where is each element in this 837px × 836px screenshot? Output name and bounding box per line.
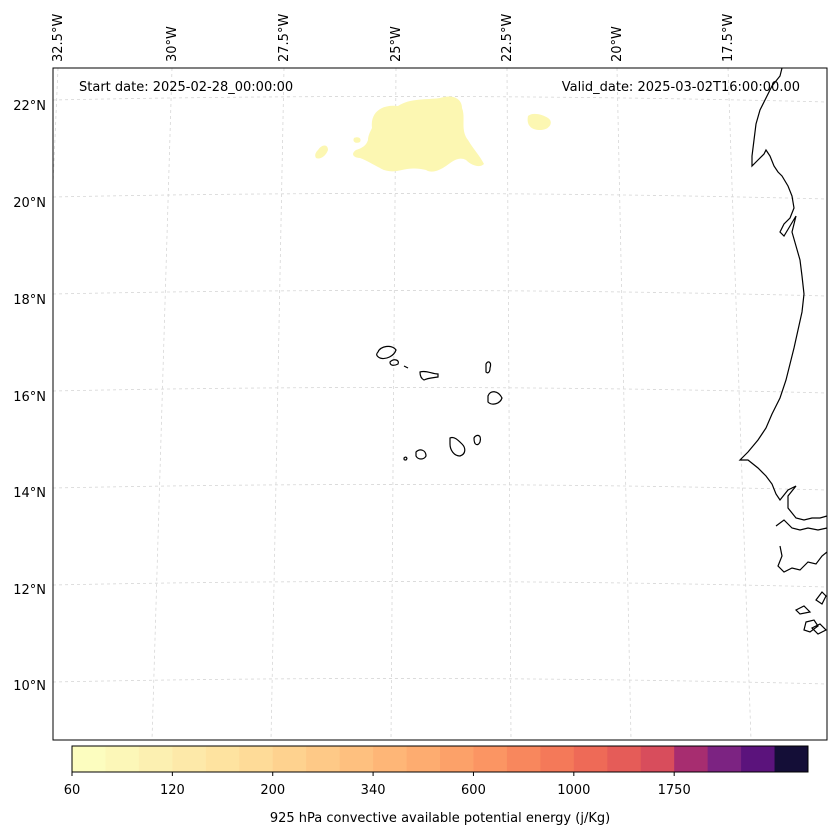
island-santo-antao: [376, 345, 397, 360]
colorbar-swatch: [573, 746, 608, 772]
latitude-label: 20°N: [13, 196, 46, 211]
island-sal: [485, 361, 492, 374]
cape-patch-small-mid: [353, 137, 361, 143]
colorbar-swatch: [239, 746, 274, 772]
island-fogo: [415, 449, 427, 460]
latitude-label: 10°N: [13, 679, 46, 694]
cape-patch-main: [353, 96, 484, 172]
map-frame: [52, 67, 828, 741]
colorbar-swatch: [674, 746, 709, 772]
colorbar-swatch: [306, 746, 341, 772]
colorbar-frame: [71, 745, 809, 773]
cape-field: [315, 96, 551, 172]
map-area: [53, 68, 827, 740]
colorbar-swatch: [607, 746, 642, 772]
colorbar-swatch: [506, 746, 541, 772]
colorbar-tick-label: 1000: [557, 783, 590, 798]
longitude-label: 20°W: [610, 26, 625, 62]
latitude-labels: 22°N 20°N 18°N 16°N 14°N 12°N 10°N: [13, 99, 46, 694]
colorbar-swatch: [105, 746, 140, 772]
colorbar-tick-label: 200: [260, 783, 285, 798]
longitude-label: 30°W: [165, 26, 180, 62]
colorbar-swatch: [339, 746, 374, 772]
island-maio: [473, 434, 481, 446]
colorbar-ticks: 60 120 200 340 600 1000 1750: [64, 772, 691, 798]
longitude-label: 25°W: [389, 26, 404, 62]
guinea-bissau-coast: [777, 545, 828, 573]
latitude-label: 14°N: [13, 486, 46, 501]
colorbar-swatch: [272, 746, 307, 772]
colorbar-swatch: [707, 746, 742, 772]
west-africa-coastline: [738, 67, 828, 521]
colorbar-label: 925 hPa convective available potential e…: [270, 811, 610, 826]
bissagos-coast: [794, 591, 828, 635]
gambia-river-coast: [775, 519, 828, 531]
island-sao-vicente: [389, 359, 399, 366]
colorbar-swatch: [205, 746, 240, 772]
latitude-label: 12°N: [13, 583, 46, 598]
colorbar-swatch: [172, 746, 207, 772]
colorbar-swatch: [406, 746, 441, 772]
coastlines: [376, 67, 828, 635]
colorbar-swatch: [373, 746, 408, 772]
island-santiago: [449, 436, 466, 457]
gridlines: [52, 67, 828, 741]
island-santa-luzia: [403, 365, 409, 369]
latitude-label: 16°N: [13, 390, 46, 405]
colorbar-swatch: [138, 746, 173, 772]
island-brava: [403, 456, 408, 461]
start-date-annotation: Start date: 2025-02-28_00:00:00: [79, 80, 293, 95]
valid-date-annotation: Valid_date: 2025-03-02T16:00:00.00: [562, 80, 800, 95]
longitude-label: 27.5°W: [277, 14, 292, 62]
island-boa-vista: [487, 391, 503, 405]
island-sao-nicolau: [419, 370, 439, 381]
colorbar-swatch: [741, 746, 776, 772]
latitude-label: 22°N: [13, 99, 46, 114]
colorbar-tick-label: 340: [361, 783, 386, 798]
colorbar-swatch: [540, 746, 575, 772]
colorbar-swatch: [72, 746, 106, 772]
longitude-label: 32.5°W: [51, 14, 66, 62]
latitude-label: 18°N: [13, 293, 46, 308]
colorbar-swatch: [640, 746, 675, 772]
colorbar-tick-label: 600: [461, 783, 486, 798]
colorbar-swatch: [440, 746, 474, 772]
longitude-label: 22.5°W: [500, 14, 515, 62]
colorbar-tick-label: 1750: [658, 783, 691, 798]
colorbar-swatch: [473, 746, 508, 772]
longitude-labels: 32.5°W 30°W 27.5°W 25°W 22.5°W 20°W 17.5°W: [51, 14, 736, 62]
colorbar-tick-label: 60: [64, 783, 81, 798]
longitude-label: 17.5°W: [721, 14, 736, 62]
colorbar: [71, 745, 809, 773]
cape-patch-small-east: [527, 113, 551, 130]
cape-patch-small-west: [315, 145, 328, 159]
colorbar-tick-label: 120: [160, 783, 185, 798]
colorbar-swatch: [774, 746, 809, 772]
